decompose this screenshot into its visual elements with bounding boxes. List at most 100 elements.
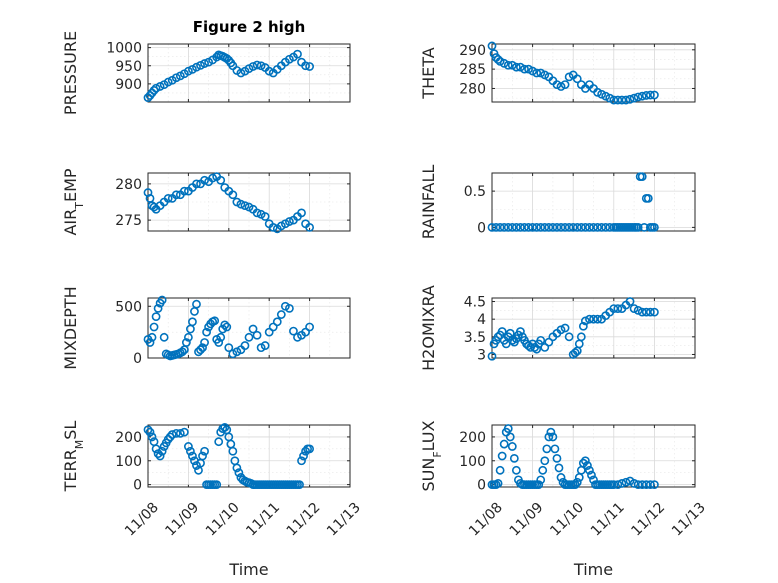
chart-title: Figure 2 high bbox=[193, 18, 306, 36]
data-point bbox=[224, 343, 234, 353]
data-point bbox=[234, 468, 244, 478]
data-point bbox=[645, 480, 655, 490]
data-point bbox=[198, 451, 207, 461]
x-tick-label: 11/08 bbox=[122, 500, 162, 540]
data-point bbox=[609, 95, 619, 105]
subplot-theta: 280 285 290 THETA bbox=[419, 41, 696, 105]
data-point bbox=[532, 68, 542, 78]
data-point bbox=[589, 222, 598, 232]
data-point bbox=[645, 90, 655, 100]
data-series bbox=[143, 172, 314, 234]
data-point bbox=[147, 332, 157, 342]
data-point bbox=[214, 437, 224, 447]
data-point bbox=[175, 428, 185, 438]
data-series bbox=[487, 424, 659, 490]
y-tick-label: 100 bbox=[459, 454, 486, 470]
data-point bbox=[511, 465, 521, 475]
data-point bbox=[601, 222, 611, 232]
data-point bbox=[149, 322, 159, 332]
data-point bbox=[305, 222, 314, 232]
data-point bbox=[637, 307, 647, 317]
data-point bbox=[505, 432, 515, 442]
x-tick-label: 11/09 bbox=[162, 500, 202, 540]
data-point bbox=[593, 222, 602, 232]
data-point bbox=[637, 91, 647, 101]
data-point bbox=[580, 316, 590, 326]
data-point bbox=[520, 64, 529, 74]
data-point bbox=[212, 480, 222, 490]
data-point bbox=[299, 451, 308, 461]
data-point bbox=[511, 222, 521, 232]
data-point bbox=[192, 179, 201, 189]
data-series bbox=[143, 49, 314, 103]
data-point bbox=[297, 456, 306, 466]
data-point bbox=[511, 62, 521, 72]
data-point bbox=[188, 317, 197, 327]
data-point bbox=[155, 451, 165, 461]
data-point bbox=[240, 201, 250, 211]
data-point bbox=[214, 338, 224, 347]
subplot-terr-msl: 0 100 200 TERRMSL 11/08 11/09 11/10 11/11 11/12 1… bbox=[61, 421, 364, 579]
data-point bbox=[546, 427, 556, 437]
data-point bbox=[633, 480, 643, 490]
data-point bbox=[228, 190, 238, 200]
data-point bbox=[625, 94, 635, 104]
data-point bbox=[198, 343, 207, 353]
data-point bbox=[544, 432, 554, 442]
data-point bbox=[297, 208, 306, 218]
data-point bbox=[609, 304, 619, 313]
data-point bbox=[147, 432, 157, 442]
data-point bbox=[212, 52, 222, 62]
data-point bbox=[583, 461, 592, 470]
data-point bbox=[151, 312, 161, 322]
data-point bbox=[609, 480, 619, 490]
data-point bbox=[633, 222, 643, 232]
y-tick-label: 290 bbox=[459, 43, 486, 59]
data-point bbox=[503, 60, 513, 70]
data-point bbox=[560, 80, 570, 89]
data-point bbox=[621, 95, 631, 105]
y-axis-label: SUNFLUX bbox=[419, 420, 444, 491]
x-tick-label: 11/10 bbox=[547, 500, 587, 540]
data-point bbox=[617, 479, 627, 488]
data-point bbox=[629, 93, 639, 103]
data-point bbox=[284, 303, 294, 313]
data-point bbox=[220, 320, 230, 330]
data-point bbox=[568, 222, 578, 232]
data-point bbox=[650, 90, 659, 100]
data-point bbox=[181, 338, 191, 347]
data-point bbox=[305, 62, 314, 71]
data-point bbox=[613, 95, 623, 105]
data-point bbox=[552, 453, 562, 463]
data-point bbox=[272, 317, 282, 327]
x-axis-label: Time bbox=[228, 560, 268, 579]
y-tick-label: 280 bbox=[459, 81, 486, 97]
data-point bbox=[550, 444, 560, 454]
subplot-air-temp: 275 280 AIRTEMP bbox=[61, 168, 351, 236]
y-tick-label: 200 bbox=[115, 430, 142, 446]
data-point bbox=[240, 341, 250, 350]
data-point bbox=[188, 451, 197, 461]
data-point bbox=[220, 422, 230, 432]
data-point bbox=[570, 480, 580, 490]
data-point bbox=[171, 428, 181, 438]
x-tick-label: 11/08 bbox=[466, 500, 506, 540]
x-tick-label: 11/12 bbox=[284, 500, 324, 540]
data-point bbox=[633, 305, 643, 315]
y-axis-label: AIRTEMP bbox=[61, 168, 86, 235]
data-point bbox=[186, 446, 195, 456]
data-point bbox=[487, 222, 497, 232]
data-point bbox=[503, 222, 513, 232]
y-tick-label: 0 bbox=[133, 478, 142, 494]
data-point bbox=[534, 480, 544, 490]
x-axis-label: Time bbox=[573, 560, 613, 579]
subplot-rainfall: 0 0.5 RAINFALL bbox=[419, 165, 696, 239]
data-point bbox=[228, 446, 238, 456]
y-tick-label: 275 bbox=[115, 213, 142, 229]
data-point bbox=[252, 330, 262, 340]
data-point bbox=[149, 202, 159, 212]
data-point bbox=[597, 222, 607, 232]
data-point bbox=[580, 222, 590, 232]
data-point bbox=[613, 304, 623, 313]
